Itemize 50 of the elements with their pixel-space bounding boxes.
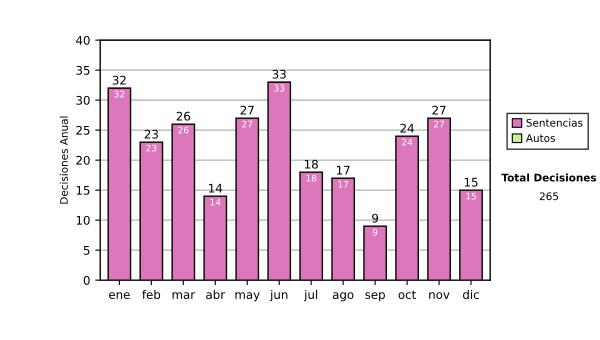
legend-label: Autos bbox=[526, 134, 555, 142]
total-label: 33 bbox=[272, 70, 286, 79]
data-label: 27 bbox=[434, 120, 444, 128]
y-tick-label: 40 bbox=[76, 36, 90, 45]
total-label: 17 bbox=[336, 166, 350, 174]
data-label: 26 bbox=[178, 126, 188, 134]
text: 265 bbox=[540, 192, 558, 200]
x-tick-label: may bbox=[235, 292, 260, 302]
y-tick-label: 35 bbox=[76, 66, 90, 75]
data-label: 17 bbox=[338, 180, 348, 188]
x-tick-label: dic bbox=[463, 290, 479, 300]
x-tick-label: jul bbox=[304, 290, 318, 302]
x-tick-label: oct bbox=[398, 290, 416, 300]
x-tick-label: ene bbox=[109, 292, 130, 300]
total-label: 23 bbox=[144, 130, 158, 139]
y-tick-label: 15 bbox=[76, 186, 90, 195]
text: Total Decisiones bbox=[501, 173, 596, 182]
x-tick-label: jun bbox=[270, 290, 288, 302]
y-tick-label: 30 bbox=[76, 96, 90, 105]
total-label: 26 bbox=[176, 112, 190, 121]
x-tick-label: feb bbox=[142, 290, 160, 300]
y-tick-label: 20 bbox=[76, 156, 90, 165]
total-label: 24 bbox=[400, 124, 414, 132]
y-axis-title: Decisiones Anual bbox=[60, 116, 68, 204]
total-label: 14 bbox=[209, 184, 222, 192]
total-label: 27 bbox=[240, 106, 254, 114]
data-label: 18 bbox=[306, 174, 316, 182]
data-label: 9 bbox=[372, 228, 378, 236]
x-tick-label: abr bbox=[206, 290, 226, 300]
data-label: 14 bbox=[210, 198, 221, 206]
data-label: 24 bbox=[402, 138, 412, 146]
y-tick-label: 0 bbox=[84, 276, 90, 285]
legend-label: Sentencias bbox=[526, 118, 582, 127]
x-tick-label: sep bbox=[365, 292, 385, 302]
total-label: 9 bbox=[372, 214, 378, 223]
y-tick-label: 10 bbox=[76, 216, 90, 225]
data-label: 33 bbox=[274, 84, 284, 92]
data-label: 32 bbox=[114, 90, 124, 98]
total-label: 18 bbox=[304, 160, 318, 169]
data-label: 23 bbox=[146, 144, 156, 152]
x-tick-label: mar bbox=[172, 292, 196, 300]
data-label: 15 bbox=[466, 192, 476, 200]
total-label: 27 bbox=[432, 106, 446, 114]
y-tick-label: 5 bbox=[84, 246, 90, 255]
x-tick-label: nov bbox=[429, 292, 450, 300]
x-tick-label: ago bbox=[332, 292, 354, 302]
y-tick-label: 25 bbox=[76, 126, 90, 135]
data-label: 27 bbox=[242, 120, 252, 128]
total-label: 15 bbox=[464, 178, 478, 187]
total-label: 32 bbox=[112, 76, 126, 85]
